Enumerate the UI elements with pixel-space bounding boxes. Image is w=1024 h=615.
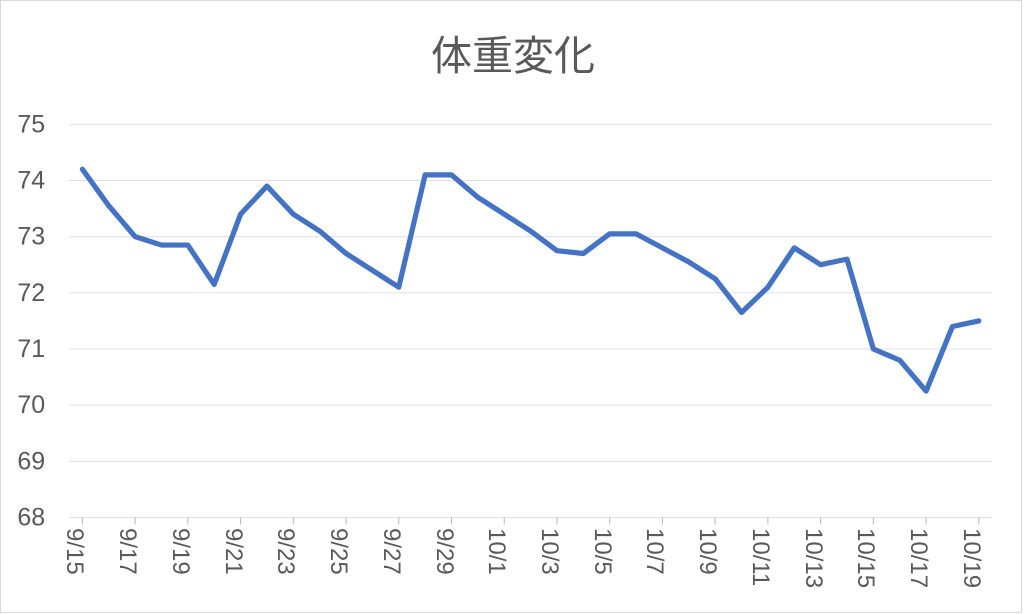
svg-text:69: 69: [17, 447, 45, 475]
svg-text:70: 70: [17, 391, 45, 419]
svg-text:74: 74: [17, 166, 45, 194]
svg-text:71: 71: [17, 335, 45, 363]
svg-text:75: 75: [17, 110, 45, 138]
svg-text:73: 73: [17, 223, 45, 251]
svg-text:68: 68: [17, 504, 45, 532]
svg-text:72: 72: [17, 279, 45, 307]
